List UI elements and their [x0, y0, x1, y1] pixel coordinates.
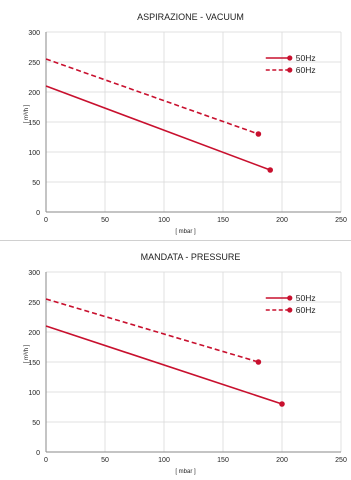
- series-end-point-60hz: [255, 359, 262, 365]
- x-tick-label: 200: [276, 457, 288, 464]
- legend-marker-50hz: [287, 55, 293, 61]
- legend-label-60hz: 60Hz: [296, 65, 316, 75]
- legend-label-50hz: 50Hz: [296, 293, 316, 303]
- y-tick-label: 100: [28, 390, 40, 397]
- y-tick-label: 200: [28, 90, 40, 97]
- x-tick-label: 0: [44, 217, 48, 224]
- y-tick-label: 0: [36, 450, 40, 457]
- vacuum-chart-title: ASPIRAZIONE - VACUUM: [137, 12, 244, 22]
- y-tick-label: 150: [28, 360, 40, 367]
- y-tick-label: 250: [28, 300, 40, 307]
- x-tick-label: 100: [158, 217, 170, 224]
- legend-marker-60hz: [287, 67, 293, 73]
- y-tick-label: 50: [32, 180, 40, 187]
- x-tick-label: 0: [44, 457, 48, 464]
- y-tick-label: 100: [28, 150, 40, 157]
- series-line-50hz: [45, 85, 271, 171]
- x-tick-label: 50: [101, 217, 109, 224]
- chart-separator: [0, 240, 351, 241]
- y-tick-label: 300: [28, 270, 40, 277]
- x-tick-label: 250: [335, 457, 347, 464]
- y-axis-label: [ m³/h ]: [24, 344, 30, 363]
- y-tick-label: 200: [28, 330, 40, 337]
- legend-label-60hz: 60Hz: [296, 305, 316, 315]
- x-axis-label: [ mbar ]: [175, 469, 196, 475]
- legend-marker-60hz: [287, 307, 293, 313]
- x-tick-label: 150: [217, 457, 229, 464]
- series-line-50hz: [45, 325, 283, 405]
- y-tick-label: 50: [32, 420, 40, 427]
- x-axis-label: [ mbar ]: [175, 229, 196, 235]
- y-tick-label: 300: [28, 30, 40, 37]
- series-line-60hz: [45, 58, 259, 135]
- x-tick-label: 100: [158, 457, 170, 464]
- y-tick-label: 150: [28, 120, 40, 127]
- x-tick-label: 150: [217, 217, 229, 224]
- pressure-chart-title: MANDATA - PRESSURE: [141, 252, 241, 262]
- x-tick-label: 200: [276, 217, 288, 224]
- legend-marker-50hz: [287, 295, 293, 301]
- x-tick-label: 50: [101, 457, 109, 464]
- y-tick-label: 250: [28, 60, 40, 67]
- series-end-point-50hz: [279, 401, 285, 407]
- vacuum-chart: ASPIRAZIONE - VACUUM 0 50 100 150 200 250 300 0 5…: [24, 12, 347, 235]
- series-end-point-50hz: [267, 167, 274, 173]
- y-tick-label: 0: [36, 210, 40, 217]
- legend-label-50hz: 50Hz: [296, 53, 316, 63]
- y-axis-label: [ m³/h ]: [24, 104, 30, 123]
- series-end-point-60hz: [255, 131, 262, 137]
- pressure-chart: MANDATA - PRESSURE 0 50 100 150 200 250 300 0 50 1…: [24, 252, 347, 475]
- series-line-60hz: [45, 298, 259, 363]
- x-tick-label: 250: [335, 217, 347, 224]
